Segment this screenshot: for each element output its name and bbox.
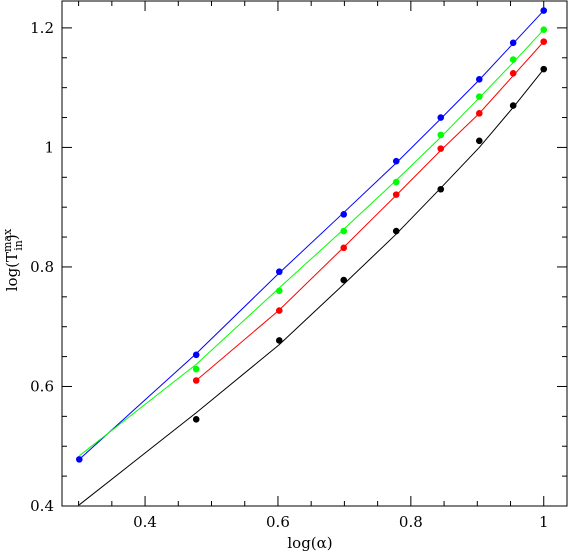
- data-point-series-2: [437, 131, 445, 139]
- data-point-series-4: [275, 337, 283, 344]
- tick-labels: 0.4 0.6 0.8 1 0.4 0.6 0.8 1 1.2: [30, 19, 548, 531]
- data-point-series-4: [340, 276, 348, 284]
- data-point-series-3: [340, 244, 348, 252]
- data-point-series-1: [275, 268, 283, 276]
- data-point-series-3: [275, 307, 283, 314]
- series-line-4: [78, 68, 545, 506]
- data-point-series-3: [475, 110, 483, 117]
- data-point-series-4: [437, 185, 445, 193]
- data-point-series-1: [192, 351, 200, 359]
- data-point-series-1: [475, 75, 483, 83]
- y-tick-label: 0.4: [30, 497, 54, 515]
- data-point-series-1: [340, 211, 348, 218]
- x-axis-label: log(α): [287, 534, 332, 552]
- data-point-series-4: [475, 137, 483, 145]
- data-point-series-2: [392, 178, 400, 186]
- y-tick-label: 0.8: [30, 258, 54, 276]
- y-tick-label: 0.6: [30, 377, 54, 395]
- data-point-series-3: [392, 191, 400, 198]
- data-point-series-2: [540, 26, 548, 33]
- y-axis-label: log(Tmaxin): [1, 228, 25, 291]
- axis-ticks: [62, 1, 567, 507]
- x-tick-label: 0.8: [399, 513, 423, 531]
- y-tick-label: 1.2: [30, 19, 54, 37]
- data-point-series-1: [392, 157, 400, 165]
- series-lines: [78, 10, 545, 506]
- data-point-series-4: [540, 65, 548, 73]
- data-point-series-1: [75, 456, 83, 463]
- data-point-series-2: [275, 287, 283, 295]
- series-points: [75, 7, 548, 463]
- x-tick-label: 1: [539, 513, 549, 531]
- data-point-series-2: [509, 56, 517, 63]
- data-point-series-4: [192, 416, 200, 423]
- data-point-series-3: [509, 70, 517, 77]
- data-point-series-3: [540, 38, 548, 45]
- data-point-series-2: [475, 93, 483, 100]
- plot-frame: [61, 0, 568, 507]
- x-tick-label: 0.6: [266, 513, 290, 531]
- data-point-series-2: [192, 365, 200, 373]
- y-tick-label: 1: [44, 138, 54, 156]
- data-point-series-4: [509, 102, 517, 109]
- series-line-3: [195, 41, 545, 381]
- x-tick-label: 0.4: [133, 513, 157, 531]
- data-point-series-1: [509, 39, 517, 47]
- data-point-series-1: [437, 114, 445, 121]
- data-point-series-3: [192, 377, 200, 384]
- data-point-series-3: [437, 145, 445, 152]
- data-point-series-1: [540, 7, 548, 14]
- data-point-series-2: [340, 227, 348, 235]
- data-point-series-4: [392, 227, 400, 235]
- series-line-1: [78, 10, 545, 460]
